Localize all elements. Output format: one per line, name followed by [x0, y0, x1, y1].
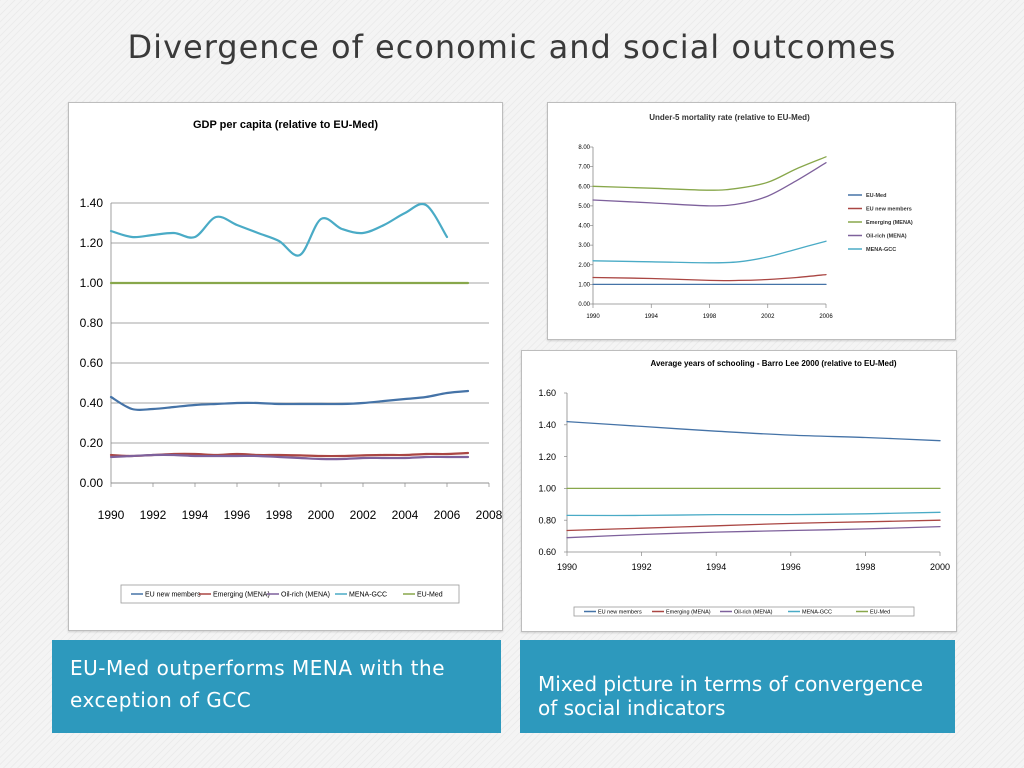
x-tick-label: 1996 [781, 562, 801, 572]
y-tick-label: 4.00 [578, 224, 590, 230]
series-line-eu-new-members [566, 420, 941, 442]
legend-label-mena-gcc: MENA-GCC [349, 591, 387, 598]
x-tick-label: 2000 [308, 508, 335, 522]
y-tick-label: 1.00 [578, 282, 590, 288]
x-tick-label: 1990 [557, 562, 577, 572]
chart-title: Average years of schooling - Barro Lee 2… [650, 359, 896, 368]
y-tick-label: 1.20 [80, 236, 104, 250]
legend-box [120, 584, 460, 604]
chart-title: Under-5 mortality rate (relative to EU-M… [649, 113, 810, 122]
left-caption-box: EU-Med outperforms MENA with the excepti… [52, 640, 501, 733]
y-tick-label: 0.40 [80, 396, 104, 410]
legend-label-eu-new-members: EU new members [145, 591, 201, 598]
x-tick-label: 2006 [434, 508, 461, 522]
y-tick-label: 0.00 [578, 302, 590, 308]
x-tick-label: 1994 [182, 508, 209, 522]
x-tick-label: 1994 [706, 562, 726, 572]
x-tick-label: 2000 [930, 562, 950, 572]
chart-title: GDP per capita (relative to EU-Med) [193, 119, 378, 131]
legend-label-emerging-mena: Emerging (MENA) [666, 609, 711, 615]
y-tick-label: 1.60 [538, 388, 556, 398]
legend-label-eu-new-members: EU new members [598, 609, 642, 615]
y-tick-label: 0.20 [80, 436, 104, 450]
legend-label-eu-med: EU-Med [866, 193, 886, 199]
y-tick-label: 0.80 [80, 316, 104, 330]
series-line-eu-new-members [109, 389, 470, 412]
y-tick-label: 0.60 [80, 356, 104, 370]
slide-title: Divergence of economic and social outcom… [127, 28, 897, 66]
y-tick-label: 1.00 [80, 276, 104, 290]
y-tick-label: 0.60 [538, 547, 556, 557]
legend-label-emerging-mena: Emerging (MENA) [213, 591, 270, 598]
legend-box [573, 606, 915, 617]
series-line-emerging-mena [592, 156, 827, 191]
x-tick-label: 2004 [392, 508, 419, 522]
x-tick-label: 1990 [98, 508, 125, 522]
mortality-chart: Under-5 mortality rate (relative to EU-M… [578, 113, 913, 320]
series-line-mena-gcc [592, 240, 827, 264]
x-tick-label: 1998 [855, 562, 875, 572]
legend-label-eu-med: EU-Med [870, 609, 890, 615]
legend-label-emerging-mena: Emerging (MENA) [866, 220, 913, 226]
x-tick-label: 1992 [140, 508, 167, 522]
legend-label-eu-new-members: EU new members [866, 206, 912, 212]
x-tick-label: 2008 [476, 508, 502, 522]
legend-label-eu-med: EU-Med [417, 591, 443, 598]
series-line-emerging-mena [566, 519, 941, 532]
schooling-chart: Average years of schooling - Barro Lee 2… [538, 359, 950, 617]
x-tick-label: 1990 [586, 314, 600, 320]
y-tick-label: 5.00 [578, 204, 590, 210]
series-line-mena-gcc [109, 202, 449, 257]
gdp-chart-panel: GDP per capita (relative to EU-Med) 0.00 0… [68, 102, 503, 631]
gdp-chart: GDP per capita (relative to EU-Med) 0.00 0… [80, 119, 502, 604]
series-line-oil-rich-mena [592, 162, 827, 207]
legend-label-mena-gcc: MENA-GCC [866, 247, 896, 253]
y-tick-label: 7.00 [578, 165, 590, 171]
y-tick-label: 2.00 [578, 263, 590, 269]
x-tick-label: 2002 [761, 314, 775, 320]
x-tick-label: 2006 [819, 314, 833, 320]
legend-label-oil-rich-mena: Oil-rich (MENA) [734, 609, 773, 615]
schooling-chart-panel: Average years of schooling - Barro Lee 2… [521, 350, 957, 632]
x-tick-label: 1998 [703, 314, 717, 320]
y-tick-label: 0.00 [80, 476, 104, 490]
legend-label-mena-gcc: MENA-GCC [802, 609, 832, 615]
x-tick-label: 1996 [224, 508, 251, 522]
y-tick-label: 1.20 [538, 452, 556, 462]
y-tick-label: 1.40 [538, 420, 556, 430]
y-tick-label: 0.80 [538, 515, 556, 525]
y-tick-label: 6.00 [578, 184, 590, 190]
x-tick-label: 1994 [645, 314, 659, 320]
right-caption-box: Mixed picture in terms of convergence of… [520, 640, 955, 733]
series-line-mena-gcc [566, 511, 941, 517]
x-tick-label: 1998 [266, 508, 293, 522]
mortality-chart-panel: Under-5 mortality rate (relative to EU-M… [547, 102, 956, 340]
y-tick-label: 1.00 [538, 484, 556, 494]
series-line-eu-new-members [592, 273, 827, 282]
series-line-oil-rich-mena [109, 453, 470, 461]
y-tick-label: 1.40 [80, 196, 104, 210]
series-line-oil-rich-mena [566, 525, 941, 539]
y-tick-label: 3.00 [578, 243, 590, 249]
legend-label-oil-rich-mena: Oil-rich (MENA) [281, 591, 330, 598]
y-tick-label: 8.00 [578, 145, 590, 151]
legend-label-oil-rich-mena: Oil-rich (MENA) [866, 233, 907, 239]
x-tick-label: 1992 [632, 562, 652, 572]
x-tick-label: 2002 [350, 508, 377, 522]
